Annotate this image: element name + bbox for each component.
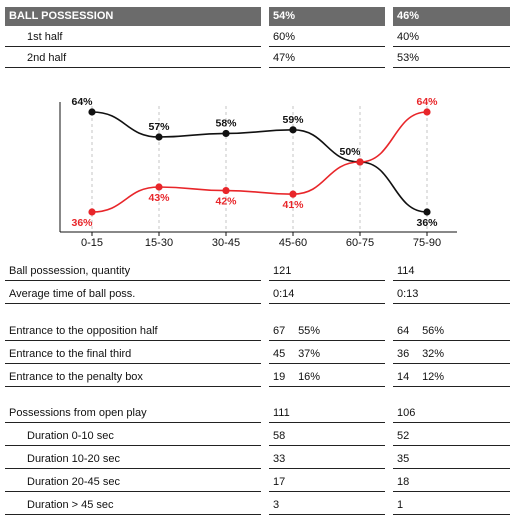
half-row: 2nd half 47% 53% (5, 49, 510, 69)
stat-team1-cell: 19 16% (269, 368, 385, 387)
data-label: 41% (282, 199, 304, 211)
stat-team2-percent: 32% (422, 348, 445, 360)
data-point (155, 133, 163, 141)
data-label: 36% (71, 217, 93, 229)
stat-team1-value: 17 (269, 473, 385, 492)
data-point (289, 126, 297, 134)
half-team2-value: 40% (393, 28, 510, 47)
data-label: 64% (416, 96, 438, 108)
stat-team1-value: 19 (273, 371, 286, 383)
x-tick-label: 45-60 (279, 237, 307, 247)
stat-team2-value: 64 (397, 325, 410, 337)
stat-team2-value: 106 (393, 404, 510, 423)
half-row: 1st half 60% 40% (5, 28, 510, 48)
stat-team2-value: 14 (397, 371, 410, 383)
data-point (356, 158, 364, 166)
stat-label: Duration 20-45 sec (5, 473, 261, 492)
data-label: 57% (148, 121, 170, 133)
header-title: BALL POSSESSION (5, 7, 261, 26)
series-line (91, 111, 428, 213)
data-label: 59% (282, 114, 304, 126)
x-tick-label: 0-15 (81, 237, 103, 247)
header-team1-value: 54% (269, 7, 385, 26)
stat-team1-value: 0:14 (269, 285, 385, 304)
data-label: 58% (215, 117, 237, 129)
header-team2-value: 46% (393, 7, 510, 26)
possession-by-period-chart: 0-15 15-30 30-45 45-60 60-75 75-90 64% 57% 58% 59… (59, 96, 457, 247)
data-point (423, 208, 431, 216)
stat-team1-value: 67 (273, 325, 286, 337)
stat-team1-value: 33 (269, 450, 385, 469)
stat-team2-value: 36 (397, 348, 410, 360)
stat-row: Ball possession, quantity 121 114 (5, 262, 510, 282)
stat-team2-percent: 56% (422, 325, 445, 337)
data-label: 50% (339, 146, 361, 158)
half-label: 1st half (5, 28, 261, 47)
stat-row: Entrance to the opposition half 67 55% 6… (5, 322, 510, 342)
stat-team1-cell: 45 37% (269, 345, 385, 364)
stat-team1-value: 45 (273, 348, 286, 360)
half-team1-value: 47% (269, 49, 385, 68)
stat-label: Duration 0-10 sec (5, 427, 261, 446)
data-point (423, 108, 431, 116)
x-tick-label: 15-30 (145, 237, 173, 247)
stat-team2-value: 52 (393, 427, 510, 446)
half-team1-value: 60% (269, 28, 385, 47)
stat-team2-value: 35 (393, 450, 510, 469)
stat-team2-cell: 64 56% (393, 322, 510, 341)
stat-label: Average time of ball poss. (5, 285, 261, 304)
data-point (88, 108, 96, 116)
stat-team1-value: 3 (269, 496, 385, 515)
stat-row: Duration 0-10 sec 58 52 (5, 427, 510, 447)
data-point (289, 190, 297, 198)
stat-row: Entrance to the final third 45 37% 36 32… (5, 345, 510, 365)
data-point (155, 183, 163, 191)
half-team2-value: 53% (393, 49, 510, 68)
stat-team2-percent: 12% (422, 371, 445, 383)
data-point (222, 129, 230, 138)
stat-row: Average time of ball poss. 0:14 0:13 (5, 285, 510, 305)
stat-label: Entrance to the final third (5, 345, 261, 364)
stat-team2-cell: 36 32% (393, 345, 510, 364)
stat-row: Possessions from open play 111 106 (5, 404, 510, 424)
stat-team2-value: 18 (393, 473, 510, 492)
stat-team2-value: 0:13 (393, 285, 510, 304)
stat-label: Ball possession, quantity (5, 262, 261, 281)
stat-team2-cell: 14 12% (393, 368, 510, 387)
stat-team1-value: 121 (269, 262, 385, 281)
stat-row: Duration 10-20 sec 33 35 (5, 450, 510, 470)
data-label: 42% (215, 196, 237, 208)
series-line (91, 111, 428, 213)
stat-team1-percent: 37% (298, 348, 321, 360)
half-label: 2nd half (5, 49, 261, 68)
stat-label: Duration > 45 sec (5, 496, 261, 515)
stat-team2-value: 114 (393, 262, 510, 281)
data-label: 64% (71, 96, 93, 108)
data-label: 36% (416, 217, 438, 229)
stat-label: Entrance to the penalty box (5, 368, 261, 387)
stat-label: Entrance to the opposition half (5, 322, 261, 341)
stat-row: Duration > 45 sec 3 1 (5, 496, 510, 516)
stat-team1-value: 111 (269, 404, 385, 423)
stat-row: Entrance to the penalty box 19 16% 14 12… (5, 368, 510, 388)
stat-row: Duration 20-45 sec 17 18 (5, 473, 510, 493)
stat-label: Possessions from open play (5, 404, 261, 423)
stat-team1-percent: 16% (298, 371, 321, 383)
x-tick-label: 60-75 (346, 237, 374, 247)
x-tick-label: 30-45 (212, 237, 240, 247)
data-point (222, 186, 230, 195)
stat-team1-percent: 55% (298, 325, 321, 337)
stat-label: Duration 10-20 sec (5, 450, 261, 469)
data-point (88, 208, 96, 216)
possession-header-row: BALL POSSESSION 54% 46% (5, 7, 510, 27)
stat-team1-value: 58 (269, 427, 385, 446)
data-label: 43% (148, 192, 170, 204)
stat-team2-value: 1 (393, 496, 510, 515)
x-tick-label: 75-90 (413, 237, 441, 247)
stat-team1-cell: 67 55% (269, 322, 385, 341)
